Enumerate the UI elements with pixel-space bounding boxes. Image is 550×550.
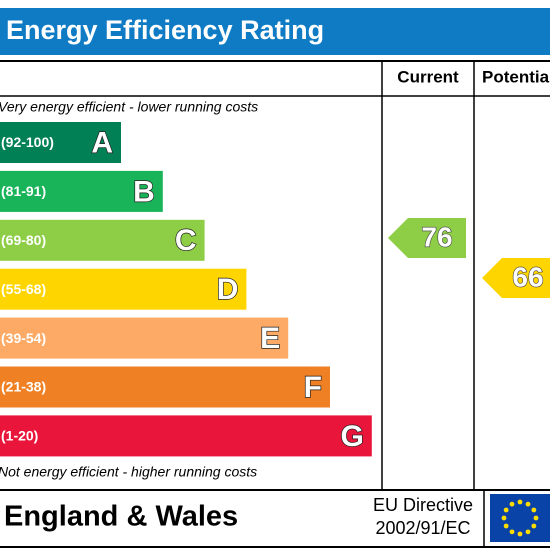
top-note: Very energy efficient - lower running co… (0, 99, 258, 115)
eu-star (517, 499, 523, 505)
band (0, 366, 330, 408)
band-letter: E (260, 322, 280, 355)
rating-value: 66 (512, 261, 543, 292)
frame (0, 60, 550, 548)
band-range: (69-80) (1, 232, 46, 248)
band-range: (39-54) (1, 330, 46, 346)
rating-arrow (388, 218, 466, 258)
eu-star (509, 501, 515, 507)
band-letter: C (175, 224, 197, 257)
column-header: Potential (482, 67, 550, 86)
band-letter: D (217, 273, 239, 306)
eu-star (517, 531, 523, 537)
title-bar (0, 8, 550, 55)
eu-star (525, 529, 531, 535)
eu-star (531, 507, 537, 513)
band-letter: A (91, 126, 113, 159)
bottom-note: Not energy efficient - higher running co… (0, 464, 257, 480)
band-letter: G (340, 420, 363, 453)
band (0, 415, 372, 457)
rating-value: 76 (421, 221, 452, 252)
band-range: (81-91) (1, 183, 46, 199)
eu-star (525, 501, 531, 507)
band-range: (92-100) (1, 134, 54, 150)
eu-star (531, 523, 537, 529)
band (0, 170, 163, 212)
eu-star (533, 515, 539, 521)
eu-stars (501, 499, 539, 537)
eu-star (501, 515, 507, 521)
eu-star (509, 529, 515, 535)
band (0, 122, 121, 163)
rating-arrow (482, 258, 550, 298)
band (0, 317, 289, 359)
band-range: (21-38) (1, 379, 46, 395)
band-range: (55-68) (1, 281, 46, 297)
band (0, 219, 205, 261)
column-header: Current (397, 67, 459, 86)
eu-star (503, 523, 509, 529)
band-letter: F (304, 371, 322, 404)
title: Energy Efficiency Rating (6, 15, 324, 45)
directive: EU Directive (373, 495, 473, 515)
band (0, 268, 247, 310)
eu-star (503, 507, 509, 513)
band-range: (1-20) (1, 428, 38, 444)
band-letter: B (133, 175, 155, 208)
directive: 2002/91/EC (375, 518, 470, 538)
region: England & Wales (4, 501, 238, 533)
